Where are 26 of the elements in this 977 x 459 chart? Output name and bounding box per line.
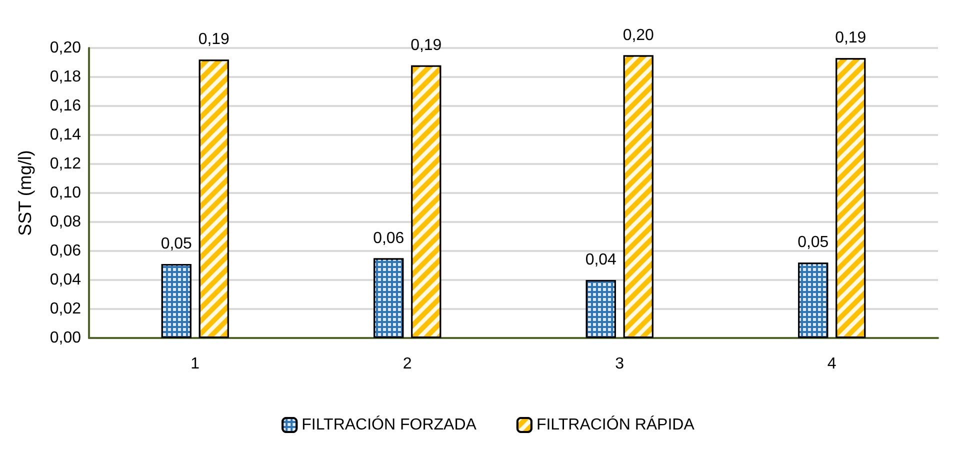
y-tick-label: 0,10 xyxy=(50,184,82,202)
x-tick-label: 3 xyxy=(615,356,624,372)
x-tick-label: 4 xyxy=(827,356,836,372)
data-label: 0,04 xyxy=(585,252,617,268)
y-tick-label: 0,04 xyxy=(50,272,82,288)
y-tick-label: 0,14 xyxy=(50,126,82,144)
y-tick-label: 0,02 xyxy=(50,300,82,318)
y-tick-label: 0,06 xyxy=(50,242,82,260)
data-label: 0,19 xyxy=(835,30,866,47)
x-tick-label: 1 xyxy=(190,356,200,372)
y-tick-label: 0,12 xyxy=(50,156,82,172)
y-tick-label: 0,20 xyxy=(50,40,82,56)
y-tick-label: 0,00 xyxy=(50,330,82,346)
data-label: 0,20 xyxy=(622,26,654,44)
data-label: 0,06 xyxy=(373,230,404,247)
y-tick-label: 0,08 xyxy=(50,214,82,230)
y-tick-label: 0,16 xyxy=(50,98,82,114)
y-axis-title: SST (mg/l) xyxy=(15,150,35,236)
data-label: 0,19 xyxy=(198,31,230,48)
legend-label: FILTRACIÓN RÁPIDA xyxy=(536,416,695,434)
data-label: 0,05 xyxy=(798,234,829,252)
x-tick-label: 2 xyxy=(402,356,412,372)
y-tick-label: 0,18 xyxy=(50,68,82,86)
data-label: 0,05 xyxy=(160,236,192,253)
data-label: 0,19 xyxy=(410,36,442,54)
legend-label: FILTRACIÓN FORZADA xyxy=(302,416,477,434)
